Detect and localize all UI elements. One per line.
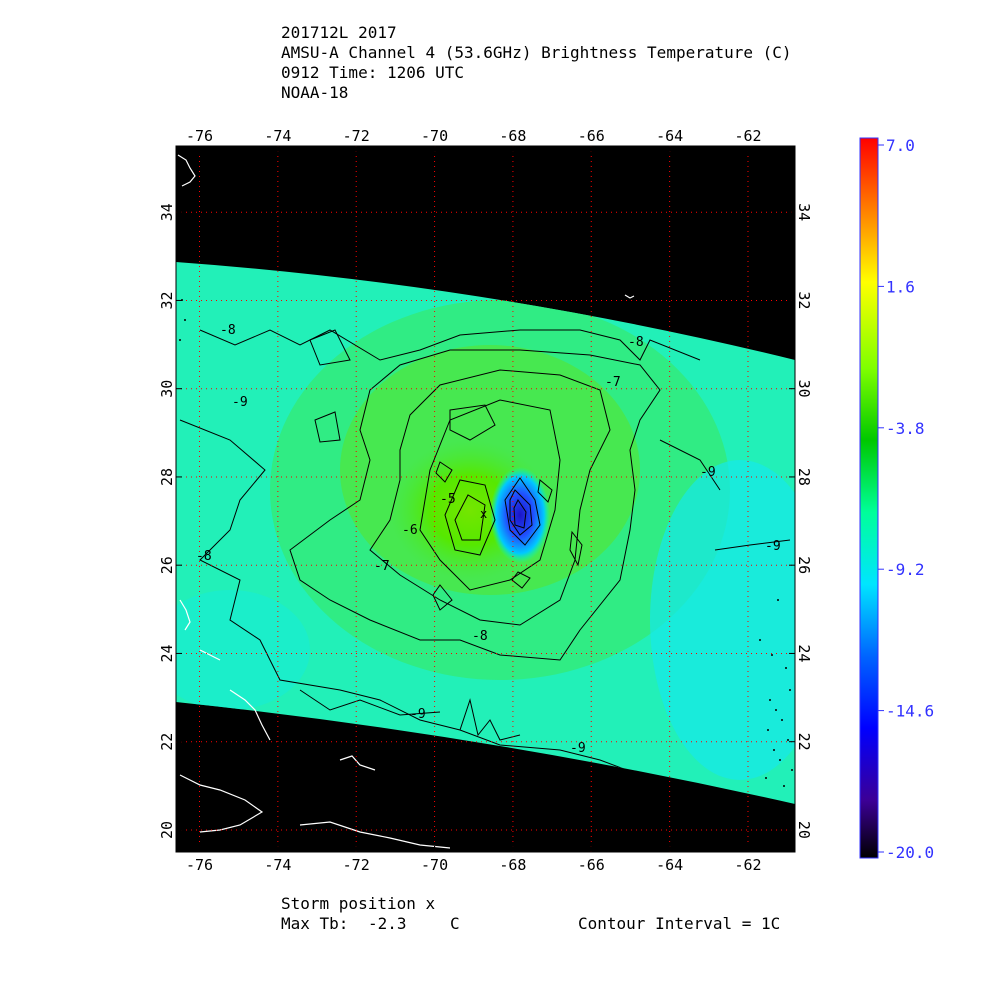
lon-label-top: -62: [734, 127, 761, 145]
contour-label: -7: [605, 375, 621, 390]
lat-label-right: 20: [795, 821, 813, 839]
colorbar-label: 1.6: [886, 277, 915, 296]
colorbar-label: -14.6: [886, 702, 934, 721]
lon-label-top: -68: [499, 127, 526, 145]
contour-label: -8: [196, 549, 212, 564]
max-tb-unit: C: [450, 914, 460, 933]
lat-label-right: 32: [795, 291, 813, 309]
contour-label: -9: [232, 395, 248, 410]
lon-label-bottom: -74: [264, 856, 291, 874]
lon-label-bottom: -70: [421, 856, 448, 874]
colorbar-label: -3.8: [886, 419, 925, 438]
colorbar-label: -9.2: [886, 560, 925, 579]
storm-position-marker: x: [480, 507, 487, 521]
brightness-swath: [176, 262, 795, 804]
contour-label: -8: [220, 323, 236, 338]
colorbar-label: -20.0: [886, 843, 934, 862]
lon-label-bottom: -62: [734, 856, 761, 874]
contour-label: -9: [765, 539, 781, 554]
lon-label-top: -66: [578, 127, 605, 145]
contour-label: -9: [700, 465, 716, 480]
contour-label: -9: [410, 707, 426, 722]
lon-label-top: -64: [656, 127, 683, 145]
storm-position-label: Storm position x: [281, 894, 436, 913]
lat-label-right: 24: [795, 644, 813, 662]
contour-label: -5: [440, 492, 456, 507]
max-tb-label: Max Tb:: [281, 914, 349, 933]
lon-label-top: -74: [264, 127, 291, 145]
lat-label-left: 28: [158, 468, 176, 486]
lat-label-left: 26: [158, 556, 176, 574]
contour-label: -8: [628, 335, 644, 350]
lat-label-left: 34: [158, 203, 176, 221]
lat-label-right: 30: [795, 380, 813, 398]
map-axes: -76 -76 -74 -74 -72 -72 -70 -70 -68 -68 -66 -66 -64 -…: [158, 127, 813, 874]
max-tb-value: -2.3: [368, 914, 407, 933]
title-satellite: NOAA-18: [281, 83, 349, 102]
contour-label-group: -8 -9 -8 -5 -6 -7 -8 -9 -9 -9 -8 -7 -9 x: [196, 323, 781, 756]
lat-label-left: 22: [158, 733, 176, 751]
colorbar-labels: 7.0 1.6 -3.8 -9.2 -14.6 -20.0: [878, 136, 934, 862]
lat-label-left: 32: [158, 291, 176, 309]
map-frame: [175, 145, 796, 853]
colorbar-label: 7.0: [886, 136, 915, 155]
contour-label: -8: [472, 629, 488, 644]
lon-label-top: -70: [421, 127, 448, 145]
contour-label: -7: [374, 559, 390, 574]
lon-label-bottom: -76: [186, 856, 213, 874]
lat-label-left: 20: [158, 821, 176, 839]
lon-label-bottom: -66: [578, 856, 605, 874]
lat-label-right: 34: [795, 203, 813, 221]
title-storm-id: 201712L 2017: [281, 23, 397, 42]
contour-lines: [179, 329, 791, 776]
lon-label-top: -72: [343, 127, 370, 145]
lat-label-right: 28: [795, 468, 813, 486]
noise-stipple: [179, 299, 793, 787]
lon-label-bottom: -72: [343, 856, 370, 874]
title-channel: AMSU-A Channel 4 (53.6GHz) Brightness Te…: [281, 43, 792, 62]
contour-label: -6: [402, 523, 418, 538]
colorbar: [859, 137, 879, 859]
graticule: [176, 146, 795, 852]
lat-label-left: 30: [158, 380, 176, 398]
lat-label-right: 26: [795, 556, 813, 574]
title-time: 0912 Time: 1206 UTC: [281, 63, 465, 82]
lat-label-left: 24: [158, 644, 176, 662]
coastline: [177, 154, 635, 849]
contour-label: -9: [570, 741, 586, 756]
lon-label-top: -76: [186, 127, 213, 145]
lon-label-bottom: -64: [656, 856, 683, 874]
contour-interval: Contour Interval = 1C: [578, 914, 781, 933]
lon-label-bottom: -68: [499, 856, 526, 874]
lat-label-right: 22: [795, 733, 813, 751]
